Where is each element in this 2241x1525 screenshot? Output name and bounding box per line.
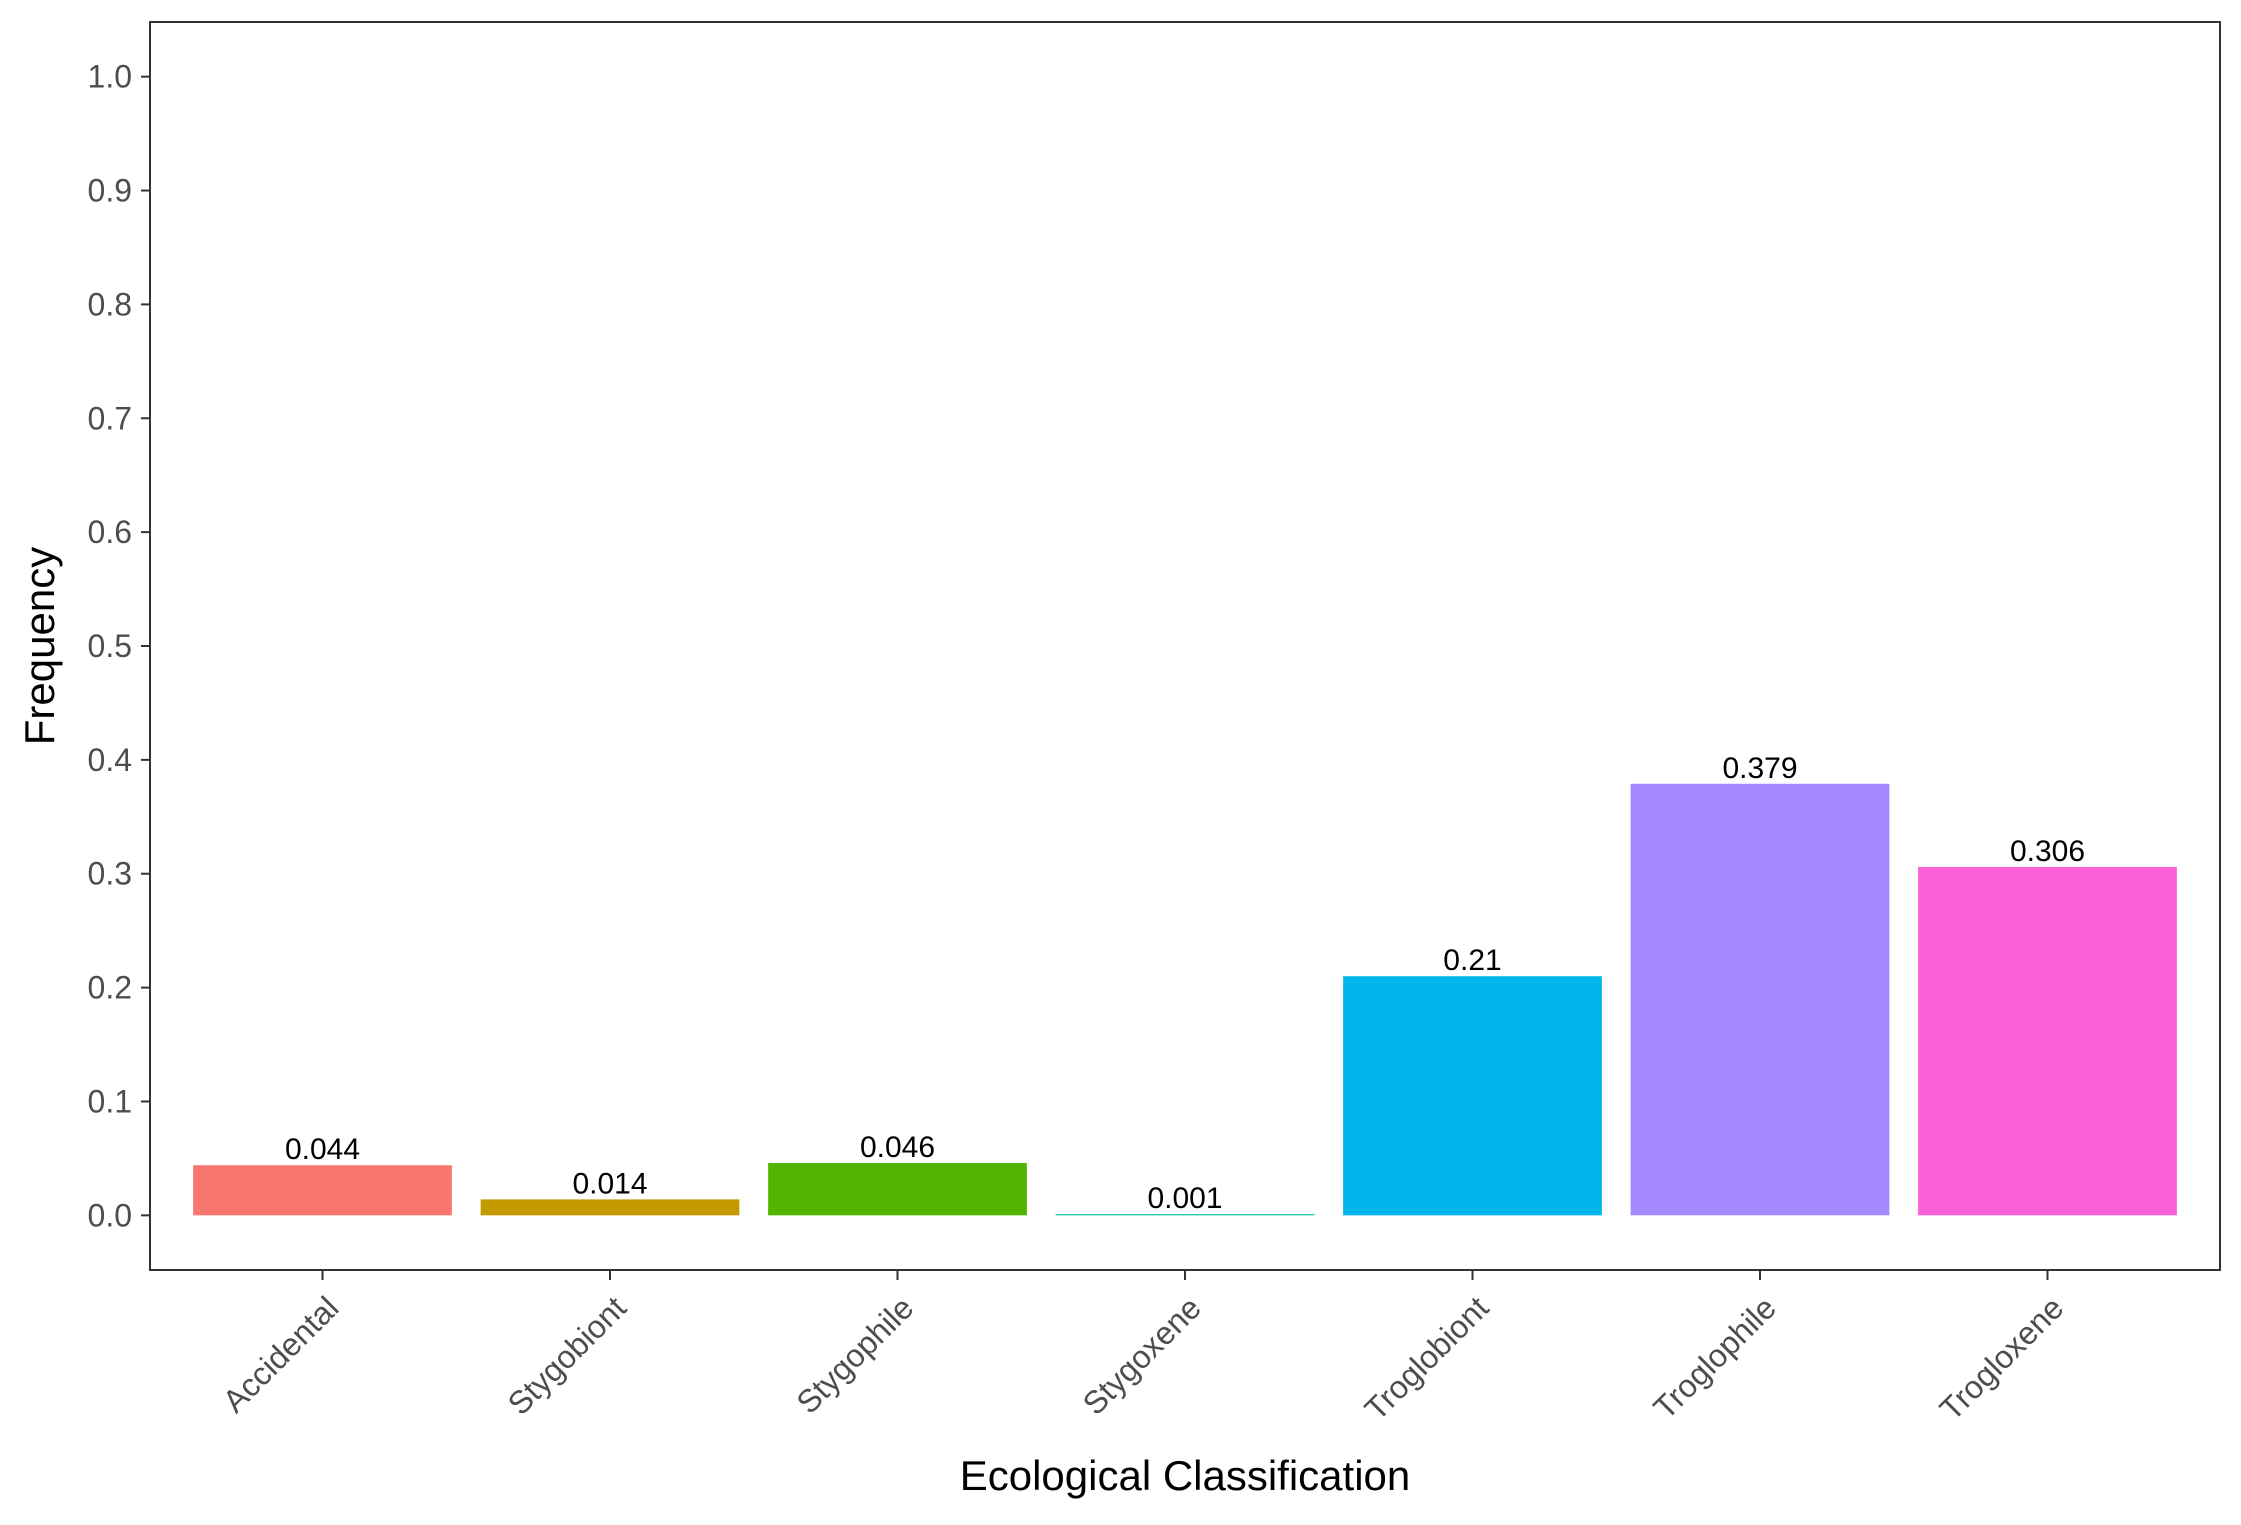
y-tick-label: 0.2 <box>88 970 132 1006</box>
data-label-troglophile: 0.379 <box>1722 752 1797 785</box>
y-tick-label: 0.6 <box>88 514 132 550</box>
bar-troglophile <box>1630 783 1890 1216</box>
y-tick-label: 0.1 <box>88 1083 132 1119</box>
y-tick-label: 0.9 <box>88 173 132 209</box>
bar-stygophile <box>768 1162 1027 1216</box>
plot-panel <box>149 21 2221 1271</box>
data-label-stygophile: 0.046 <box>860 1131 935 1164</box>
bar-troglobiont <box>1343 976 1602 1216</box>
data-label-stygoxene: 0.001 <box>1147 1182 1222 1215</box>
x-tick-label-troglophile: Troglophile <box>1646 1289 1783 1426</box>
bar-trogloxene <box>1918 866 2177 1216</box>
x-axis-title: Ecological Classification <box>960 1452 1411 1499</box>
x-tick-label-stygobiont: Stygobiont <box>501 1289 633 1421</box>
x-tick-label-stygophile: Stygophile <box>789 1289 920 1420</box>
y-tick-label: 0.7 <box>88 400 132 436</box>
y-tick-label: 0.4 <box>88 742 132 778</box>
y-tick-label: 0.0 <box>88 1197 132 1233</box>
y-axis-title: Frequency <box>16 547 63 745</box>
y-axis: 0.0 0.1 0.2 0.3 0.4 0.5 0.6 0.7 0.8 0.9 1.0 <box>88 59 150 1233</box>
x-tick-label-stygoxene: Stygoxene <box>1076 1289 1208 1421</box>
bar-stygobiont <box>480 1199 740 1216</box>
bar-accidental <box>193 1165 452 1216</box>
y-tick-label: 0.8 <box>88 286 132 322</box>
data-label-trogloxene: 0.306 <box>2010 835 2085 868</box>
data-label-accidental: 0.044 <box>285 1133 360 1166</box>
x-tick-label-trogloxene: Trogloxene <box>1933 1289 2071 1427</box>
bar-stygoxene <box>1055 1214 1315 1216</box>
y-tick-label: 1.0 <box>88 59 132 95</box>
x-tick-label-troglobiont: Troglobiont <box>1358 1289 1496 1427</box>
y-tick-label: 0.5 <box>88 628 132 664</box>
x-axis: Accidental Stygobiont Stygophile Stygoxene T… <box>216 1270 2071 1427</box>
x-tick-label-accidental: Accidental <box>216 1289 346 1419</box>
data-label-stygobiont: 0.014 <box>572 1167 647 1200</box>
y-tick-label: 0.3 <box>88 856 132 892</box>
data-label-troglobiont: 0.21 <box>1443 944 1501 977</box>
bars: 0.044 0.014 0.046 0.001 0.21 0.379 0.306 <box>193 752 2177 1216</box>
